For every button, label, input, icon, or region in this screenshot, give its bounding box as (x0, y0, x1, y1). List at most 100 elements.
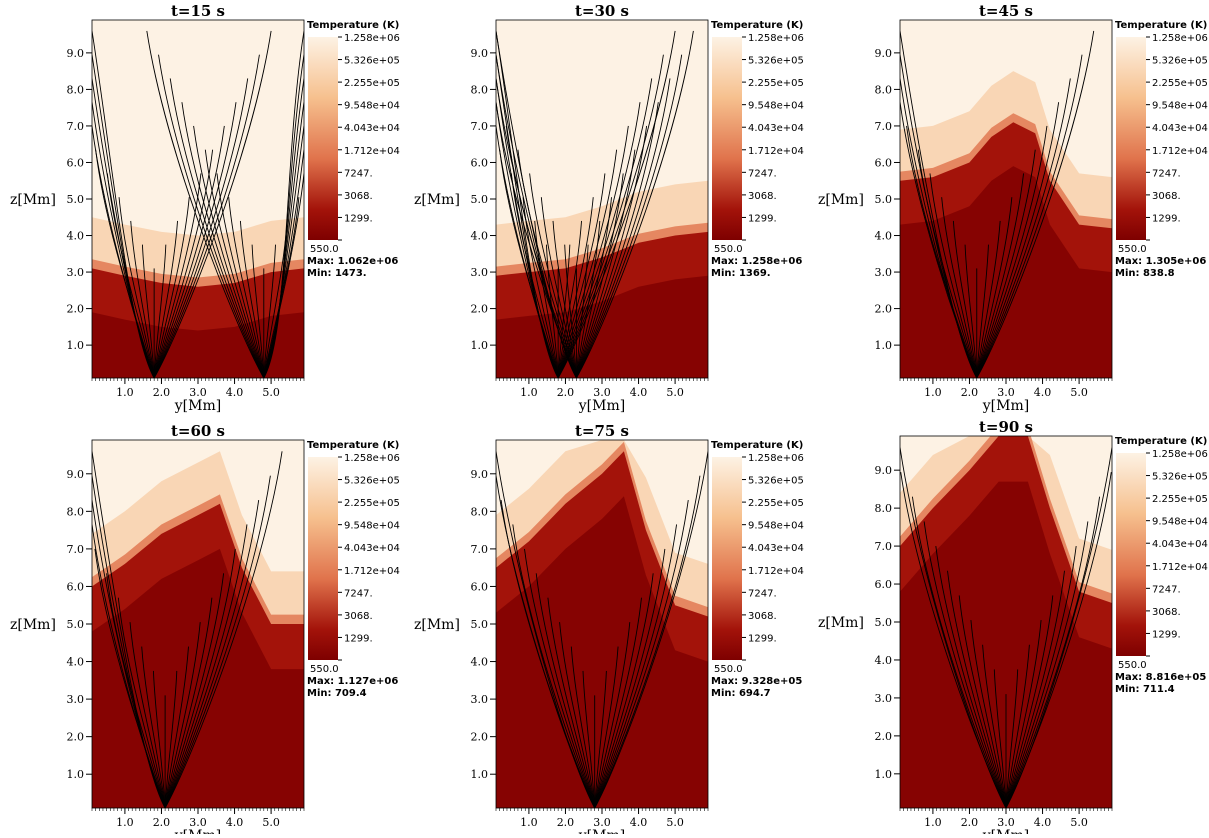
y-tick-label: 5.0 (875, 616, 893, 629)
field-line (970, 620, 1007, 808)
colorbar-gradient (308, 457, 338, 660)
x-tick-label: 5.0 (262, 816, 280, 829)
y-tick-label: 8.0 (67, 83, 85, 96)
y-tick-label: 9.0 (471, 468, 489, 481)
panel-6: 1.0 2.0 3.0 4.0 5.0 1.0 2.0 3.0 4.0 5.0 6.0 7.0 8.0 9… (818, 418, 1208, 838)
colorbar-tick-label: 2.255e+05 (748, 498, 804, 509)
field-line (576, 30, 694, 378)
colorbar-title: Temperature (K) (711, 440, 803, 451)
y-tick-label: 6.0 (67, 156, 85, 169)
x-tick-label: 2.0 (557, 816, 575, 829)
colorbar-tick-label: 3068. (1152, 607, 1181, 618)
field-line (976, 220, 1001, 378)
colorbar-tick-label: 9.548e+04 (1152, 101, 1208, 112)
y-tick-label: 2.0 (471, 731, 489, 744)
y-tick-label: 5.0 (875, 193, 893, 206)
panel-title: t=15 s (171, 2, 225, 20)
field-line (976, 125, 1048, 378)
colorbar-max: Max: 1.062e+06 (307, 256, 398, 267)
colorbar-max: Max: 1.305e+06 (1115, 256, 1206, 267)
field-line (594, 573, 654, 808)
field-lines (900, 447, 1112, 808)
y-tick-label: 8.0 (875, 502, 893, 515)
field-line (557, 220, 582, 378)
colorbar-tick-label: 1299. (344, 633, 373, 644)
colorbar-tick-label: 550.0 (310, 664, 339, 675)
colorbar-tick-label: 5.326e+05 (748, 476, 804, 487)
colorbar-tick-label: 9.548e+04 (344, 101, 400, 112)
y-tick-label: 9.0 (875, 464, 893, 477)
field-line (251, 244, 265, 378)
y-tick-label: 1.0 (471, 339, 489, 352)
y-tick-label: 7.0 (471, 543, 489, 556)
field-line (900, 471, 1007, 808)
colorbar-tick-label: 2.255e+05 (344, 498, 400, 509)
panel-3: 1.0 2.0 3.0 4.0 5.0 1.0 2.0 3.0 4.0 5.0 6.0 7.0 8.0 9… (818, 2, 1208, 414)
x-tick-label: 2.0 (961, 816, 979, 829)
colorbar-tick-label: 1.712e+04 (748, 146, 804, 157)
x-axis-label: y[Mm] (578, 398, 625, 414)
colorbar-tick-label: 1.712e+04 (344, 566, 400, 577)
colorbar-tick-label: 1.258e+06 (344, 453, 400, 464)
y-tick-label: 3.0 (875, 692, 893, 705)
colorbar: Temperature (K) 1.258e+06 5.326e+05 2.255e+… (711, 440, 804, 699)
colorbar-tick-label: 550.0 (714, 244, 743, 255)
x-axis-label: y[Mm] (174, 398, 221, 414)
colorbar-title: Temperature (K) (1115, 20, 1207, 31)
colorbar-tick-label: 1299. (344, 213, 373, 224)
field-line (594, 524, 678, 808)
field-line (976, 197, 1013, 378)
field-line (976, 54, 1083, 378)
field-line (552, 220, 577, 378)
colorbar-min: Min: 711.4 (1115, 684, 1175, 695)
colorbar-max: Max: 9.328e+05 (711, 676, 802, 687)
colorbar-min: Min: 694.7 (711, 688, 771, 699)
colorbar-tick-label: 3068. (1152, 191, 1181, 202)
x-tick-label: 3.0 (997, 816, 1015, 829)
x-tick-label: 1.0 (924, 816, 942, 829)
field-line (976, 102, 1060, 378)
field-line (517, 149, 577, 378)
colorbar-min: Min: 1473. (307, 268, 367, 279)
field-line (152, 670, 166, 808)
field-line (594, 670, 607, 808)
colorbar-min: Min: 1369. (711, 268, 771, 279)
y-tick-label: 2.0 (875, 303, 893, 316)
colorbar-tick-label: 7247. (748, 168, 777, 179)
colorbar-title: Temperature (K) (711, 20, 803, 31)
y-tick-label: 9.0 (67, 468, 85, 481)
field-line (153, 78, 249, 378)
colorbar-tick-label: 3068. (344, 191, 373, 202)
y-tick-label: 7.0 (67, 543, 85, 556)
axes: 1.0 2.0 3.0 4.0 5.0 1.0 2.0 3.0 4.0 5.0 6.0 7.0 8.0 9… (414, 468, 709, 838)
field-line (263, 173, 304, 378)
field-line (594, 548, 666, 808)
y-tick-label: 1.0 (471, 768, 489, 781)
x-tick-label: 4.0 (1034, 386, 1052, 399)
colorbar-tick-label: 7247. (1152, 584, 1181, 595)
y-tick-label: 2.0 (67, 303, 85, 316)
colorbar-tick-label: 4.043e+04 (344, 543, 400, 554)
x-tick-label: 1.0 (520, 386, 538, 399)
x-tick-label: 2.0 (961, 386, 979, 399)
colorbar-max: Max: 1.127e+06 (307, 676, 398, 687)
colorbar-tick-label: 1.258e+06 (748, 33, 804, 44)
field-line (263, 30, 304, 378)
x-axis-label: y[Mm] (982, 398, 1029, 414)
field-line (153, 220, 178, 378)
x-tick-label: 3.0 (189, 386, 207, 399)
field-line (534, 220, 559, 378)
field-line (935, 546, 1007, 808)
colorbar-tick-label: 9.548e+04 (1152, 517, 1208, 528)
field-line (153, 102, 237, 378)
field-line (130, 220, 155, 378)
colorbar: Temperature (K) 1.258e+06 5.326e+05 2.255e+… (1115, 436, 1208, 695)
field-line (1005, 521, 1089, 808)
field-line (906, 125, 978, 378)
field-line (1005, 496, 1101, 808)
field-line (594, 597, 642, 808)
field-line (216, 173, 265, 378)
field-line (964, 244, 978, 378)
y-tick-label: 6.0 (875, 156, 893, 169)
transition-region (496, 222, 708, 285)
